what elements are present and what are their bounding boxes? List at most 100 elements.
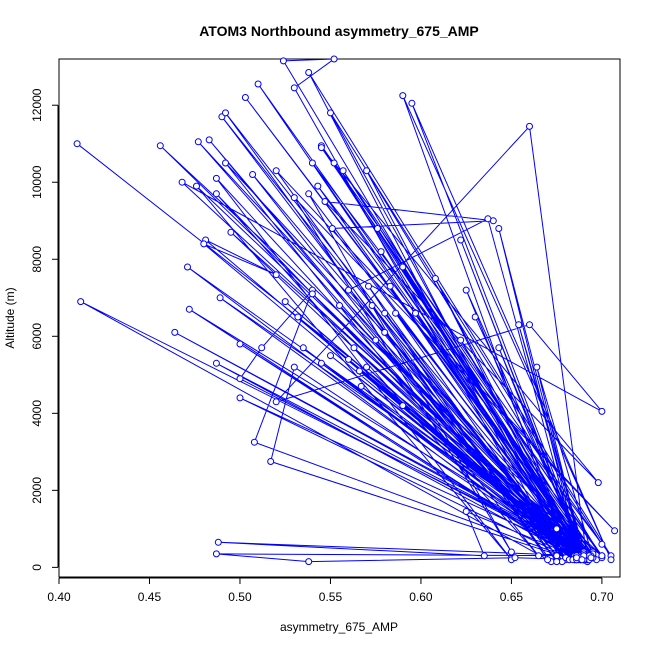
data-point	[308, 290, 316, 298]
data-point	[212, 550, 220, 558]
data-point	[457, 236, 465, 244]
data-point	[377, 248, 385, 256]
data-point	[350, 344, 358, 352]
data-point	[345, 355, 352, 363]
data-point	[408, 99, 416, 107]
data-point	[236, 340, 244, 348]
data-point	[484, 215, 492, 223]
data-point	[587, 554, 595, 562]
data-point	[386, 282, 394, 290]
data-point	[258, 344, 266, 352]
data-point	[249, 171, 257, 178]
y-axis: 0 2000 4000 6000 8000 10000 12000	[30, 88, 59, 571]
data-point	[212, 174, 220, 182]
data-point	[431, 275, 439, 282]
data-point	[330, 159, 338, 167]
data-point	[594, 479, 602, 487]
data-point	[156, 142, 164, 150]
x-tick-label: 0.40	[47, 590, 71, 604]
data-point	[290, 194, 298, 202]
data-point	[535, 552, 543, 560]
data-point	[267, 458, 275, 465]
data-point	[355, 367, 363, 375]
data-point	[281, 298, 289, 306]
data-point	[171, 328, 179, 336]
data-point	[611, 527, 619, 535]
data-point	[336, 302, 343, 309]
data-point	[305, 558, 313, 566]
data-point	[314, 182, 322, 190]
data-point	[212, 359, 220, 367]
data-point	[598, 540, 606, 548]
data-point	[317, 359, 325, 367]
data-point	[381, 328, 389, 336]
data-point	[272, 271, 280, 279]
data-point	[305, 190, 313, 198]
y-tick-label: 4000	[30, 400, 44, 427]
data-point	[327, 109, 334, 117]
data-point	[294, 313, 302, 321]
data-point	[77, 298, 85, 306]
data-point	[363, 363, 371, 371]
data-point	[526, 321, 533, 329]
data-point	[254, 80, 262, 88]
data-point	[480, 552, 488, 560]
data-point	[598, 407, 606, 415]
data-point	[598, 552, 606, 560]
y-axis-title: Altitude (m)	[3, 287, 17, 348]
data-point	[553, 558, 561, 566]
data-point	[533, 363, 541, 371]
data-point	[272, 398, 280, 406]
x-tick-label: 0.70	[590, 590, 614, 604]
series-line	[76, 58, 615, 563]
data-point	[515, 321, 523, 329]
y-tick-label: 0	[30, 564, 44, 571]
data-point	[236, 394, 244, 402]
data-point	[216, 294, 224, 302]
data-point	[299, 344, 307, 352]
x-tick-label: 0.45	[138, 590, 162, 604]
data-point	[345, 286, 352, 294]
plot-frame	[58, 58, 621, 578]
data-point	[368, 302, 376, 309]
data-point	[327, 352, 334, 360]
data-point	[290, 363, 298, 371]
data-point	[194, 138, 202, 146]
data-point	[321, 198, 329, 205]
data-point	[462, 286, 470, 294]
data-point	[365, 282, 372, 290]
data-point	[193, 182, 200, 190]
data-point	[205, 136, 213, 144]
x-tick-label: 0.60	[409, 590, 433, 604]
data-point	[462, 508, 470, 515]
data-point	[399, 263, 407, 271]
data-point	[553, 552, 561, 560]
data-point	[200, 240, 208, 248]
data-point	[212, 190, 220, 198]
data-point	[328, 225, 336, 232]
x-tick-label: 0.55	[319, 590, 343, 604]
y-tick-label: 12000	[30, 88, 44, 122]
data-point	[526, 122, 533, 130]
data-point	[236, 375, 244, 383]
data-point	[330, 55, 338, 63]
x-axis: 0.40 0.45 0.50 0.55 0.60 0.65 0.70	[47, 577, 614, 604]
data-point	[399, 92, 407, 100]
data-point	[507, 548, 515, 556]
data-point	[553, 525, 561, 533]
x-tick-label: 0.50	[228, 590, 252, 604]
y-tick-label: 8000	[30, 246, 44, 273]
data-point	[357, 382, 365, 390]
data-point	[227, 228, 235, 236]
data-point	[185, 305, 193, 313]
data-point	[339, 167, 347, 175]
data-point	[317, 144, 325, 152]
data-point	[511, 554, 519, 562]
x-tick-label: 0.65	[500, 590, 524, 604]
data-point	[363, 167, 371, 175]
series-layer	[73, 55, 619, 566]
data-point	[305, 69, 313, 76]
y-tick-label: 2000	[30, 477, 44, 504]
data-point	[392, 309, 400, 317]
